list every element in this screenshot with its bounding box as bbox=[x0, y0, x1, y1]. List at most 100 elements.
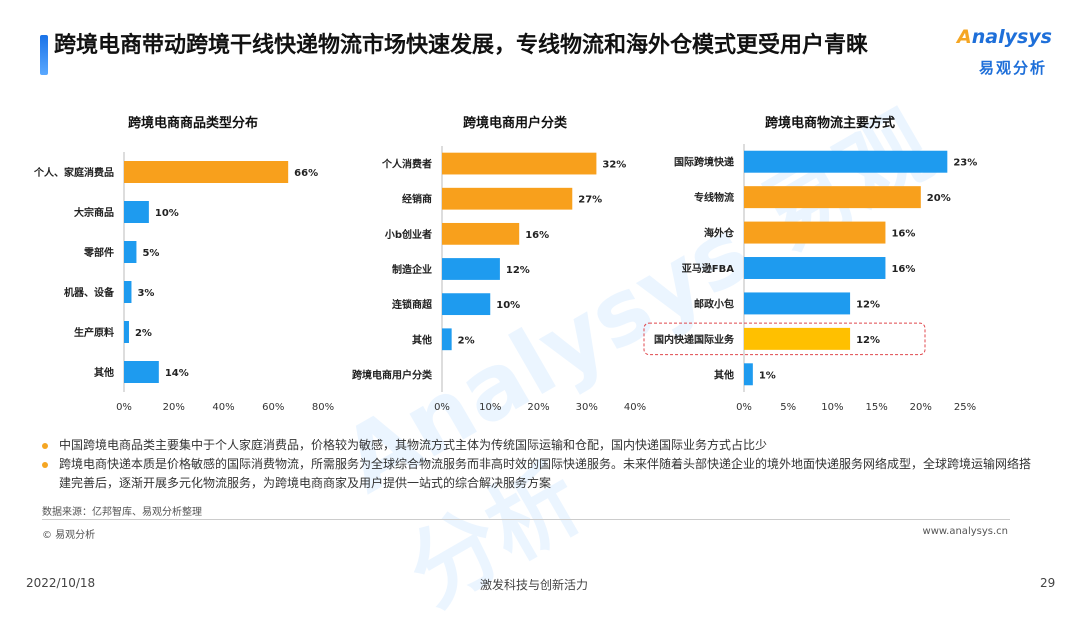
divider bbox=[42, 519, 1010, 520]
logo-text-en: Analysys bbox=[957, 26, 1052, 48]
chart2-value-label: 12% bbox=[506, 265, 530, 276]
chart2-value-label: 27% bbox=[578, 195, 602, 206]
chart3-bar bbox=[744, 150, 948, 173]
chart2-category-label: 连锁商超 bbox=[392, 298, 433, 311]
chart3-category-label: 国际跨境快递 bbox=[674, 156, 734, 169]
chart2-value-label: 2% bbox=[458, 335, 475, 346]
chart2-bar bbox=[442, 258, 500, 280]
chart2-category-label: 经销商 bbox=[402, 193, 432, 206]
chart2-category-label: 个人消费者 bbox=[381, 158, 432, 171]
logo-letter-a: A bbox=[957, 26, 972, 48]
chart1-category-label: 个人、家庭消费品 bbox=[33, 166, 114, 179]
chart1-tick-label: 20% bbox=[163, 402, 185, 413]
chart3-tick-label: 5% bbox=[780, 402, 796, 413]
chart3-value-label: 1% bbox=[759, 370, 776, 381]
chart3-value-label: 16% bbox=[891, 264, 915, 275]
data-source: 数据来源：亿邦智库、易观分析整理 bbox=[42, 507, 202, 518]
chart2-title: 跨境电商用户分类 bbox=[462, 116, 567, 131]
chart3-value-label: 12% bbox=[856, 299, 880, 310]
chart3-tick-label: 10% bbox=[821, 402, 843, 413]
website-url: www.analysys.cn bbox=[922, 526, 1008, 537]
chart3-category-label: 亚马逊FBA bbox=[682, 262, 734, 275]
chart1-tick-label: 80% bbox=[312, 402, 334, 413]
chart3-value-label: 12% bbox=[856, 335, 880, 346]
chart3-tick-label: 0% bbox=[736, 402, 752, 413]
note-1-text: 中国跨境电商品类主要集中于个人家庭消费品，价格较为敏感，其物流方式主体为传统国际… bbox=[59, 438, 768, 452]
chart1-category-label: 生产原料 bbox=[74, 326, 114, 339]
chart3-tick-label: 20% bbox=[910, 402, 932, 413]
chart1-bar bbox=[124, 321, 129, 343]
bullet-dot-icon bbox=[42, 462, 48, 468]
chart3-value-label: 20% bbox=[927, 193, 951, 204]
chart1-bar bbox=[124, 281, 132, 303]
note-1: 中国跨境电商品类主要集中于个人家庭消费品，价格较为敏感，其物流方式主体为传统国际… bbox=[42, 436, 1042, 455]
chart1-value-label: 3% bbox=[137, 288, 154, 299]
chart3-bar bbox=[744, 257, 886, 279]
chart1-bar bbox=[124, 201, 149, 223]
chart3-highlight-box bbox=[643, 322, 926, 356]
footer-date: 2022/10/18 bbox=[26, 576, 96, 590]
copyright: © 易观分析 bbox=[42, 530, 96, 541]
chart3-bar bbox=[744, 363, 753, 386]
chart1-value-label: 5% bbox=[142, 248, 159, 259]
chart1-category-label: 其他 bbox=[94, 366, 114, 379]
chart2-value-label: 32% bbox=[602, 160, 626, 171]
analysys-logo: Analysys 易观分析 bbox=[957, 26, 1067, 82]
chart1-bar bbox=[124, 161, 289, 183]
chart2-tick-label: 0% bbox=[434, 402, 450, 413]
charts-canvas: 个人、家庭消费品 66% 大宗商品 10% 零部件 5% 机器、设备 3% 生产原料 2% 其他 14… bbox=[33, 144, 977, 413]
chart1-tick-label: 40% bbox=[212, 402, 234, 413]
title-accent-bar bbox=[40, 35, 48, 75]
bullet-dot-icon bbox=[42, 443, 48, 449]
chart2-bar bbox=[442, 328, 452, 351]
chart1-category-label: 零部件 bbox=[83, 246, 114, 259]
chart1-tick-label: 60% bbox=[262, 402, 284, 413]
chart1-title: 跨境电商商品类型分布 bbox=[127, 116, 258, 131]
chart2-bar bbox=[442, 222, 520, 245]
chart3-bar bbox=[744, 186, 921, 209]
chart2-tick-label: 20% bbox=[527, 402, 549, 413]
chart3-bar bbox=[744, 327, 851, 350]
footer-slogan: 激发科技与创新活力 bbox=[480, 578, 589, 592]
page-number: 29 bbox=[1040, 576, 1056, 590]
chart2-bar bbox=[442, 293, 491, 316]
chart3-title: 跨境电商物流主要方式 bbox=[764, 116, 895, 131]
chart1-value-label: 2% bbox=[135, 328, 152, 339]
chart1-category-label: 机器、设备 bbox=[64, 286, 115, 299]
logo-text-cn: 易观分析 bbox=[979, 59, 1048, 77]
chart2-category-label: 小b创业者 bbox=[384, 228, 432, 241]
chart1-value-label: 66% bbox=[294, 168, 318, 179]
chart3-tick-label: 15% bbox=[865, 402, 887, 413]
chart1-bar bbox=[124, 241, 137, 263]
chart1-category-label: 大宗商品 bbox=[74, 206, 114, 219]
chart1-tick-label: 0% bbox=[116, 402, 132, 413]
chart3-category-label: 专线物流 bbox=[694, 191, 734, 204]
chart1-bar bbox=[124, 361, 159, 383]
chart3-category-label: 邮政小包 bbox=[694, 297, 734, 310]
chart3-tick-label: 25% bbox=[954, 402, 976, 413]
chart3-category-label: 国内快递国际业务 bbox=[654, 333, 735, 346]
page-title: 跨境电商带动跨境干线快递物流市场快速发展，专线物流和海外仓模式更受用户青睐 bbox=[54, 33, 869, 58]
chart1-value-label: 10% bbox=[155, 208, 179, 219]
chart3-category-label: 其他 bbox=[714, 368, 734, 381]
chart3-bar bbox=[744, 221, 886, 244]
chart2-category-label: 跨境电商用户分类 bbox=[352, 368, 432, 381]
chart3-bar bbox=[744, 292, 851, 315]
chart2-value-label: 10% bbox=[496, 300, 520, 311]
chart3-value-label: 16% bbox=[891, 229, 915, 240]
chart3-value-label: 23% bbox=[953, 158, 977, 169]
note-2: 跨境电商快递本质是价格敏感的国际消费物流，所需服务为全球综合物流服务而非高时效的… bbox=[42, 455, 1042, 493]
chart2-tick-label: 30% bbox=[576, 402, 598, 413]
chart2-category-label: 制造企业 bbox=[392, 263, 432, 276]
chart1-value-label: 14% bbox=[165, 368, 189, 379]
chart3-category-label: 海外仓 bbox=[704, 227, 735, 240]
chart2-tick-label: 10% bbox=[479, 402, 501, 413]
note-2-text: 跨境电商快递本质是价格敏感的国际消费物流，所需服务为全球综合物流服务而非高时效的… bbox=[59, 457, 1032, 490]
chart2-tick-label: 40% bbox=[624, 402, 646, 413]
chart2-bar bbox=[442, 152, 597, 175]
chart2-bar bbox=[442, 187, 573, 210]
notes: 中国跨境电商品类主要集中于个人家庭消费品，价格较为敏感，其物流方式主体为传统国际… bbox=[42, 436, 1042, 493]
chart2-category-label: 其他 bbox=[412, 333, 432, 346]
chart2-value-label: 16% bbox=[525, 230, 549, 241]
logo-letters: nalysys bbox=[971, 26, 1052, 48]
